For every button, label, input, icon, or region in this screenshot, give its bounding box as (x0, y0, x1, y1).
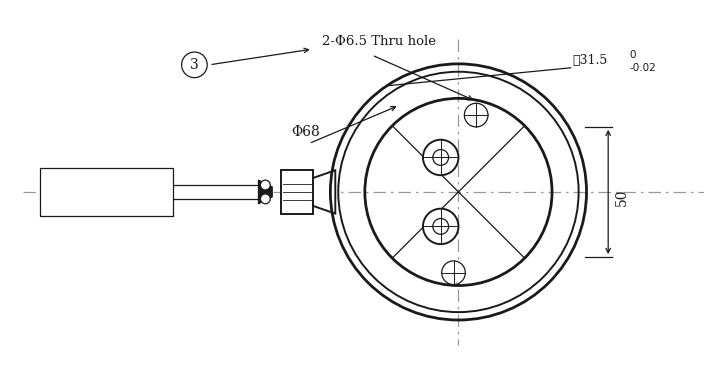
Text: ΢31.5: ΢31.5 (573, 54, 608, 67)
Circle shape (423, 209, 459, 244)
Circle shape (260, 194, 270, 204)
Text: 0: 0 (630, 50, 637, 60)
Text: 3: 3 (190, 58, 199, 72)
Text: Φ68: Φ68 (291, 125, 320, 139)
Polygon shape (259, 180, 272, 204)
Text: -0.02: -0.02 (630, 63, 657, 73)
Circle shape (442, 261, 465, 285)
Circle shape (330, 64, 586, 320)
Circle shape (464, 103, 488, 127)
Circle shape (423, 140, 459, 175)
Circle shape (260, 180, 270, 190)
Polygon shape (313, 170, 335, 214)
FancyBboxPatch shape (281, 170, 313, 214)
Text: 2-Φ6.5 Thru hole: 2-Φ6.5 Thru hole (323, 35, 437, 48)
FancyBboxPatch shape (40, 168, 173, 216)
Text: 50: 50 (615, 188, 629, 206)
